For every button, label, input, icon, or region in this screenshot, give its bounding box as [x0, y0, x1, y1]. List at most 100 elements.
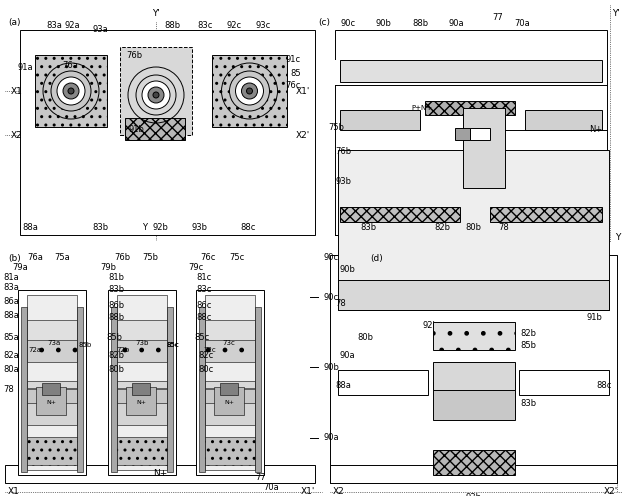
Text: N+: N+ [589, 125, 602, 134]
Text: 76b: 76b [114, 253, 130, 262]
Bar [21, 307, 27, 472]
Bar [111, 307, 117, 472]
Text: 83a: 83a [3, 284, 19, 293]
Bar [338, 370, 428, 395]
Text: 86b: 86b [108, 301, 124, 310]
Text: 83b: 83b [360, 224, 376, 233]
Text: N+: N+ [46, 400, 56, 406]
Text: 85b: 85b [520, 340, 536, 350]
Text: 88a: 88a [3, 311, 19, 320]
Text: X1: X1 [11, 86, 23, 96]
Text: 83c: 83c [197, 286, 211, 295]
Bar [199, 307, 205, 472]
Text: 91b: 91b [586, 312, 602, 321]
Circle shape [142, 81, 170, 109]
Bar [505, 157, 568, 192]
Bar [117, 437, 167, 465]
Text: Y: Y [615, 233, 620, 242]
Text: 82c: 82c [198, 351, 213, 360]
Text: 83b: 83b [520, 398, 536, 408]
Text: 85: 85 [290, 68, 301, 77]
Text: N+: N+ [466, 470, 481, 479]
Bar [120, 47, 192, 135]
Bar [338, 150, 609, 310]
Text: X2': X2' [604, 488, 618, 496]
Text: 91c: 91c [286, 56, 301, 64]
Text: 81a: 81a [3, 272, 19, 282]
Text: (b): (b) [8, 253, 21, 262]
Bar [108, 290, 176, 475]
Bar [205, 338, 255, 362]
Text: 88a: 88a [335, 380, 351, 389]
Bar [490, 207, 602, 222]
Bar [205, 400, 255, 425]
Text: X2': X2' [295, 130, 310, 139]
Text: 83c: 83c [197, 20, 213, 29]
Text: 91b: 91b [128, 125, 144, 134]
Bar [525, 110, 602, 130]
Text: 70a: 70a [514, 18, 530, 27]
Text: 72b: 72b [116, 347, 129, 353]
Bar [330, 465, 617, 483]
Bar [27, 338, 77, 362]
Circle shape [68, 88, 74, 94]
Text: 82a: 82a [3, 351, 19, 360]
Text: 75a: 75a [54, 253, 70, 262]
Text: X2: X2 [333, 488, 345, 496]
Text: 76b: 76b [126, 51, 142, 60]
Text: 80a: 80a [3, 366, 19, 374]
Bar [340, 110, 420, 130]
Bar [519, 370, 609, 395]
Text: N+: N+ [136, 400, 146, 406]
Bar [455, 128, 470, 140]
Bar [214, 387, 244, 415]
Text: 76a: 76a [27, 253, 43, 262]
Bar [255, 307, 261, 472]
Bar [18, 290, 86, 475]
Text: 90c: 90c [323, 293, 338, 302]
Text: 93b: 93b [466, 493, 482, 496]
Text: Y': Y' [612, 9, 620, 18]
Text: 86b: 86b [352, 371, 368, 379]
Circle shape [230, 71, 269, 111]
Text: 80b: 80b [108, 366, 124, 374]
Text: 78: 78 [499, 224, 509, 233]
Text: 92a: 92a [64, 20, 80, 29]
Bar [433, 450, 515, 475]
Text: 80b: 80b [465, 224, 481, 233]
Text: 83b: 83b [92, 224, 108, 233]
Bar [117, 295, 167, 470]
Bar [117, 320, 167, 340]
Bar [42, 383, 60, 395]
Text: 82b: 82b [108, 351, 124, 360]
Text: 88c: 88c [240, 224, 256, 233]
Text: 90c: 90c [340, 18, 356, 27]
Text: 93b: 93b [335, 178, 351, 186]
Bar [330, 255, 617, 483]
Text: 90a: 90a [323, 434, 338, 442]
Text: 90b: 90b [375, 18, 391, 27]
Text: 85b: 85b [78, 342, 91, 348]
Text: 85c: 85c [167, 342, 179, 348]
Bar [335, 60, 607, 85]
Text: 88b: 88b [108, 313, 124, 322]
Text: 90b: 90b [323, 363, 339, 372]
Text: 76c: 76c [200, 253, 216, 262]
Text: 92c: 92c [226, 20, 241, 29]
Text: 78: 78 [335, 299, 346, 308]
Text: 93b: 93b [192, 224, 208, 233]
Text: 75c: 75c [230, 253, 244, 262]
Text: 93c: 93c [256, 20, 271, 29]
Bar [205, 381, 255, 388]
Circle shape [153, 92, 159, 98]
Text: 75b: 75b [328, 124, 344, 132]
Bar [27, 320, 77, 340]
Text: 73c: 73c [223, 340, 236, 346]
Text: 76a: 76a [62, 61, 78, 69]
Text: 86c: 86c [197, 301, 211, 310]
Circle shape [246, 88, 253, 94]
Text: 75b: 75b [142, 253, 158, 262]
Text: 79a: 79a [12, 263, 28, 272]
Bar [27, 400, 77, 425]
Text: 85c: 85c [194, 333, 210, 343]
